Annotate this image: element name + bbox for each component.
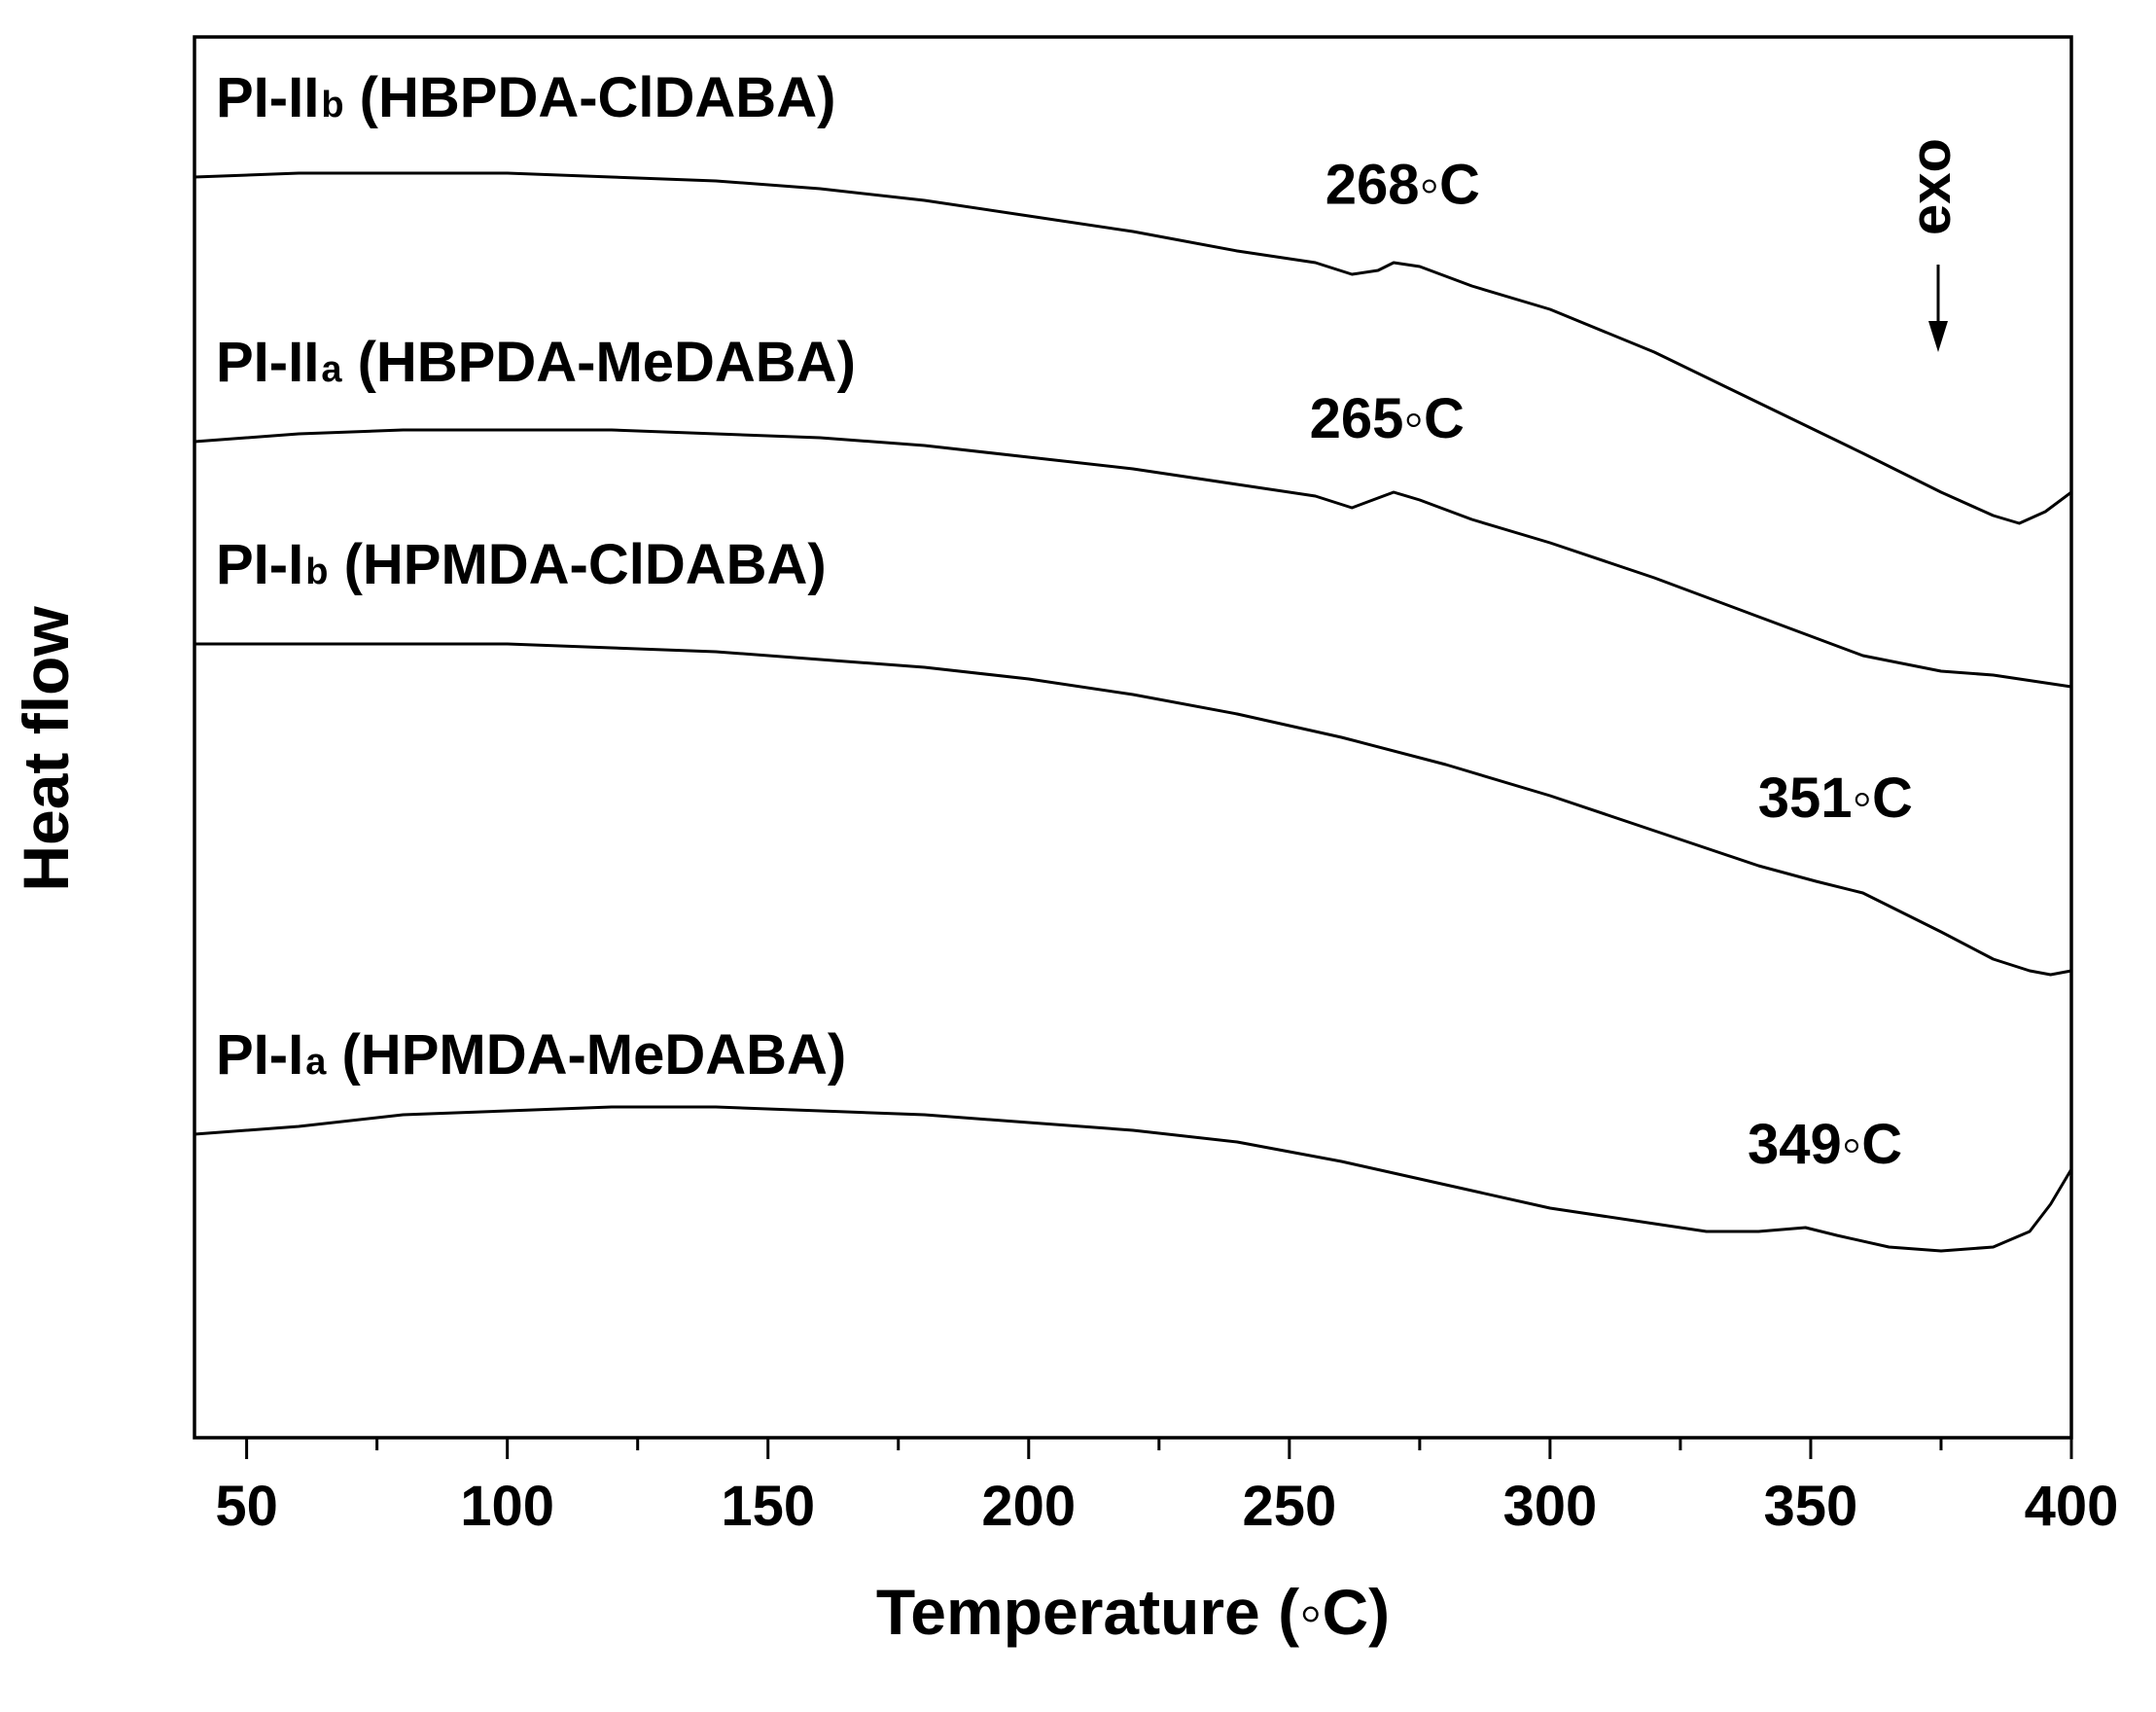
y-axis-title: Heat flow xyxy=(10,606,82,892)
series-label-main: PI-I xyxy=(216,1023,303,1087)
peak-annotation-1: 268◦C xyxy=(1325,153,1480,216)
x-tick-label: 350 xyxy=(1764,1475,1858,1538)
exo-marker: exo xyxy=(1899,138,1962,352)
dsc-curve-3 xyxy=(194,642,2072,977)
x-tick-label: 100 xyxy=(460,1475,554,1538)
series-label-sub: b xyxy=(305,552,328,592)
exo-label: exo xyxy=(1899,138,1962,235)
series-label-rest: (HPMDA-ClDABA) xyxy=(328,533,826,596)
series-label-3: PI-Ib (HPMDA-ClDABA) xyxy=(216,533,827,596)
series-label-main: PI-II xyxy=(216,66,319,129)
x-tick-label: 200 xyxy=(981,1475,1076,1538)
x-tick-label: 50 xyxy=(215,1475,278,1538)
dsc-curve-2 xyxy=(194,428,2072,689)
series-label-sub: a xyxy=(305,1042,327,1083)
series-label-4: PI-Ia (HPMDA-MeDABA) xyxy=(216,1023,846,1087)
series-labels: PI-IIb (HBPDA-ClDABA)PI-IIa (HBPDA-MeDAB… xyxy=(216,66,856,1087)
series-label-rest: (HPMDA-MeDABA) xyxy=(326,1023,846,1087)
x-tick-label: 300 xyxy=(1502,1475,1597,1538)
series-label-rest: (HBPDA-MeDABA) xyxy=(341,331,855,394)
series-label-2: PI-IIa (HBPDA-MeDABA) xyxy=(216,331,856,394)
series-label-main: PI-I xyxy=(216,533,303,596)
plot-frame xyxy=(193,35,2073,1440)
x-tick-label: 150 xyxy=(721,1475,815,1538)
x-tick-label: 400 xyxy=(2025,1475,2119,1538)
peak-annotation-3: 351◦C xyxy=(1758,767,1913,830)
peak-annotation-2: 265◦C xyxy=(1310,387,1465,450)
x-axis-title: Temperature (◦C) xyxy=(876,1576,1390,1648)
peak-annotation-4: 349◦C xyxy=(1748,1113,1902,1176)
x-axis-ticks: 50 100 150 200 250 300 350 400 xyxy=(215,1438,2118,1538)
exo-arrow-head xyxy=(1928,321,1948,352)
series-label-1: PI-IIb (HBPDA-ClDABA) xyxy=(216,66,835,129)
dsc-curves xyxy=(194,171,2073,1253)
dsc-curve-4 xyxy=(194,1105,2073,1253)
dsc-curve-1 xyxy=(194,171,2072,525)
series-label-main: PI-II xyxy=(216,331,319,394)
series-label-rest: (HBPDA-ClDABA) xyxy=(344,66,836,129)
x-tick-label: 250 xyxy=(1242,1475,1336,1538)
series-label-sub: b xyxy=(321,85,343,125)
peak-annotations: 268◦C 265◦C 351◦C 349◦C xyxy=(1310,153,1913,1176)
series-label-sub: a xyxy=(321,349,342,390)
